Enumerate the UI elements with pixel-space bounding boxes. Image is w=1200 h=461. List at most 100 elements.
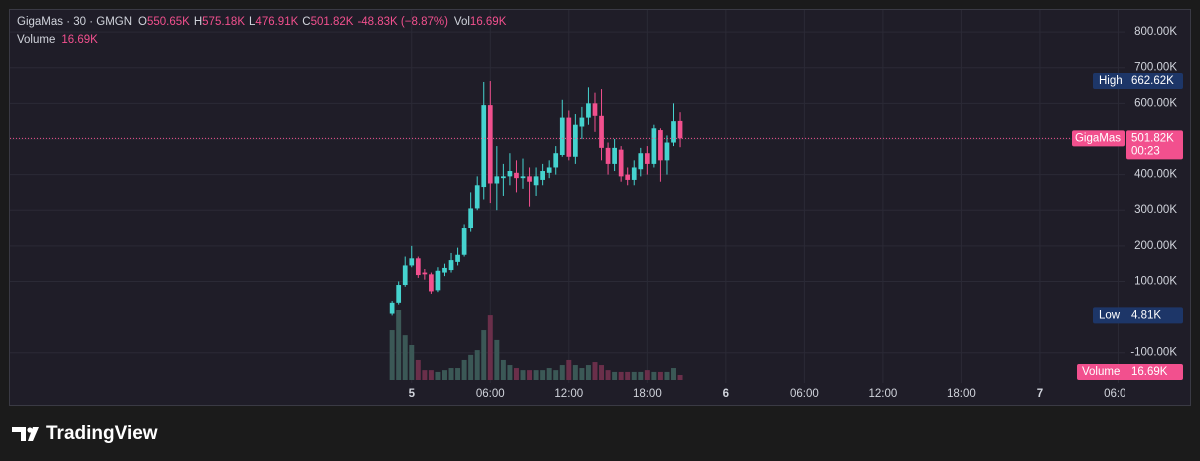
candle-body xyxy=(501,176,506,179)
ohlc-label: O xyxy=(138,16,147,28)
volume-bar xyxy=(468,354,474,380)
volume-bar xyxy=(618,371,624,380)
symbol-title: GigaMas · 30 · GMGN xyxy=(17,16,132,28)
volume-marker-value: 16.69K xyxy=(1131,366,1168,378)
candle-body xyxy=(671,121,676,143)
price-marker-name: Low xyxy=(1099,309,1121,321)
candle-body xyxy=(487,105,493,184)
candle-body xyxy=(566,117,572,157)
volume-bar xyxy=(396,310,402,380)
volume-bar xyxy=(389,330,395,380)
volume-bar xyxy=(559,365,565,380)
volume-bar xyxy=(540,370,546,380)
volume-bar xyxy=(448,368,454,380)
volume-bar xyxy=(644,370,650,380)
volume-bar xyxy=(507,365,513,380)
y-tick-label: 300.00K xyxy=(1134,204,1177,216)
candle-body xyxy=(658,130,663,161)
volume-bar xyxy=(487,315,493,380)
volume-bar xyxy=(599,365,605,380)
x-tick-label: 12:00 xyxy=(554,388,583,400)
ohlc-label: L xyxy=(249,16,256,28)
candle-body xyxy=(677,120,683,139)
volume-bar xyxy=(533,370,539,380)
price-marker-box xyxy=(1126,130,1183,160)
candle-body xyxy=(442,267,447,273)
x-tick-label: 7 xyxy=(1037,388,1043,400)
volume-bar xyxy=(612,371,618,380)
chart-pane xyxy=(9,9,1191,406)
volume-bar xyxy=(520,370,526,380)
volume-bar xyxy=(579,368,585,380)
candle-body xyxy=(474,185,480,209)
candle-body xyxy=(481,105,487,188)
volume-bar xyxy=(474,350,480,380)
volume-bar xyxy=(664,371,670,380)
candle-body xyxy=(448,260,454,271)
price-marker-box xyxy=(1093,307,1183,324)
candle-body xyxy=(599,115,604,148)
volume-bar xyxy=(651,371,657,380)
candle-body xyxy=(533,176,539,186)
candle-body xyxy=(409,258,415,266)
candle-body xyxy=(579,117,585,127)
candle-body xyxy=(572,124,578,157)
x-tick-label: 5 xyxy=(409,388,416,400)
y-tick-label: 700.00K xyxy=(1134,62,1177,74)
volume-bar xyxy=(461,359,467,380)
candle-body xyxy=(527,176,532,182)
price-marker-name: High xyxy=(1099,75,1123,87)
volume-bar xyxy=(572,365,578,380)
volume-bar xyxy=(428,370,434,380)
x-tick-label: 18:00 xyxy=(633,388,662,400)
volume-marker-name: Volume xyxy=(1082,366,1120,378)
candle-body xyxy=(389,302,395,314)
price-marker-value: 501.82K xyxy=(1131,132,1174,144)
x-tick-label: 06:00 xyxy=(1104,388,1133,400)
candle-body xyxy=(618,149,624,177)
volume-bar xyxy=(592,362,598,380)
vol-value: 16.69K xyxy=(470,16,507,28)
volume-bar xyxy=(415,359,421,380)
brand-name: TradingView xyxy=(46,423,158,444)
volume-bar xyxy=(527,370,533,380)
candle-body xyxy=(520,176,526,179)
grid-layer xyxy=(10,10,1125,383)
ohlc-label: C xyxy=(302,16,310,28)
candle-body xyxy=(415,258,421,276)
brand-logo xyxy=(12,427,39,441)
volume-bar xyxy=(553,370,559,380)
volume-bar xyxy=(494,339,500,380)
candle-body xyxy=(592,103,598,116)
volume-bar xyxy=(435,371,441,380)
volume-bar xyxy=(638,371,644,380)
candle-body xyxy=(631,167,637,180)
ohlc-value: 575.18K xyxy=(202,16,245,28)
price-countdown: 00:23 xyxy=(1131,145,1160,157)
candle-body xyxy=(644,153,650,164)
plot-layer: 5 06:00 12:00 18:00 6 06:00 12:00 18:00 7 06:00 xyxy=(10,81,1133,400)
change-value: -48.83K (−8.87%) xyxy=(357,16,448,28)
candle-body xyxy=(638,153,644,170)
y-tick-label: 200.00K xyxy=(1134,240,1177,252)
candle-body xyxy=(559,117,565,155)
volume-bar xyxy=(422,370,428,380)
candle-body xyxy=(553,153,559,168)
ohlc-value: 501.82K xyxy=(311,16,354,28)
volume-bar xyxy=(625,371,631,380)
volume-bar xyxy=(585,365,591,380)
price-marker-box xyxy=(1072,130,1125,147)
candle-body xyxy=(435,270,441,291)
candle-body xyxy=(422,272,428,275)
candle-body xyxy=(494,176,500,184)
volume-bar xyxy=(605,370,611,380)
candle-body xyxy=(461,228,467,255)
candle-body xyxy=(507,171,513,177)
candle-body xyxy=(429,274,434,292)
volume-bar xyxy=(671,368,676,380)
volume-bar xyxy=(546,368,552,380)
candle-body xyxy=(402,265,408,286)
volume-bar xyxy=(657,371,663,380)
